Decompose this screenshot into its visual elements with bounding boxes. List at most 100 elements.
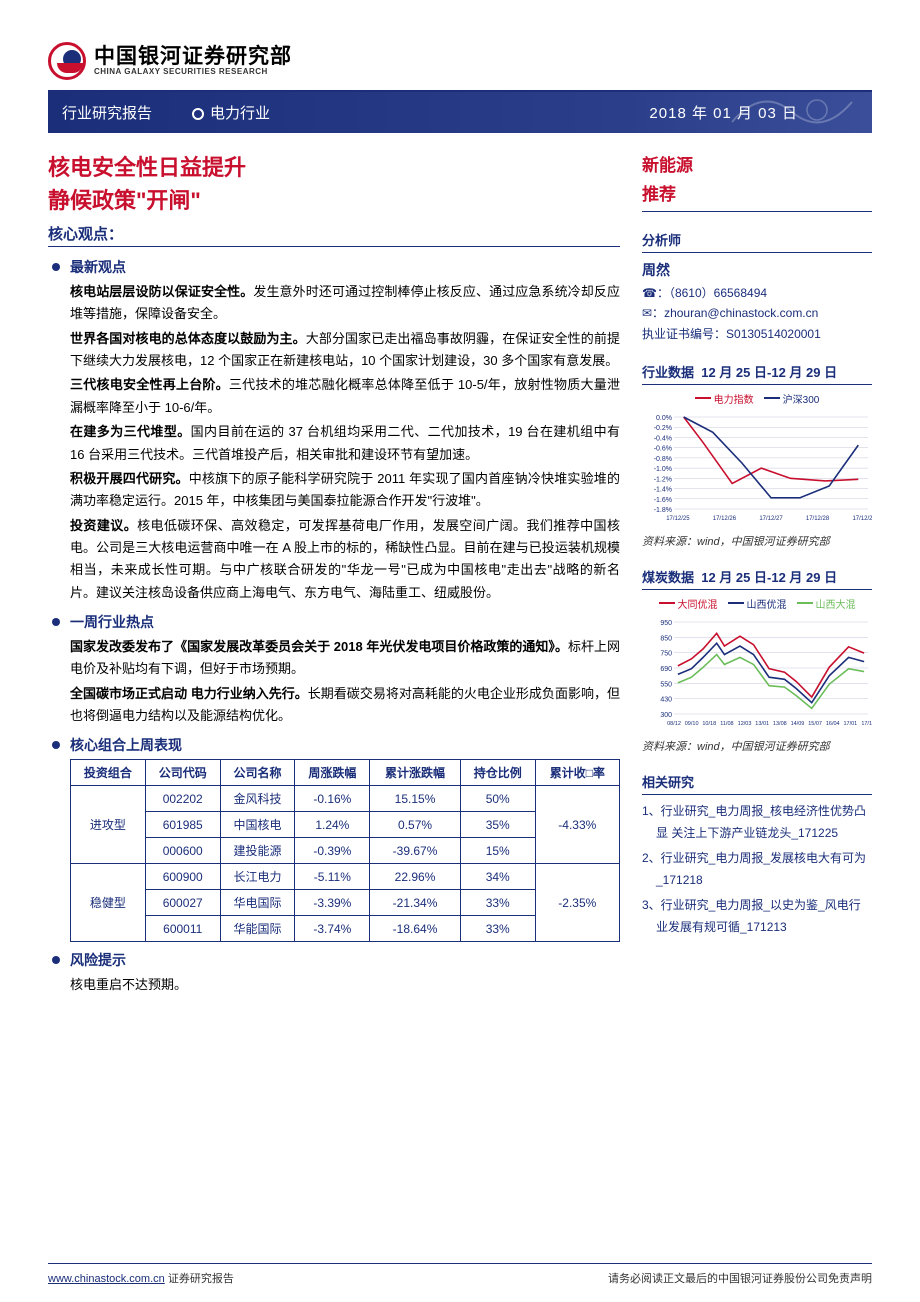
- section-risk: 风险提示 核电重启不达预期。: [48, 950, 620, 996]
- table-cell: 15%: [460, 838, 535, 864]
- table-header: 累计收□率: [535, 760, 619, 786]
- table-cell: 华电国际: [220, 890, 295, 916]
- svg-text:13/08: 13/08: [773, 721, 787, 727]
- table-row: 稳健型600900长江电力-5.11%22.96%34%-2.35%: [71, 864, 620, 890]
- divider: [642, 211, 872, 212]
- analyst-label: 分析师: [642, 230, 872, 252]
- svg-text:550: 550: [660, 681, 672, 688]
- svg-text:17/12/27: 17/12/27: [759, 516, 783, 522]
- dot-icon: [192, 108, 204, 120]
- paragraph: 在建多为三代堆型。国内目前在运的 37 台机组均采用二代、二代加技术，19 台在…: [70, 421, 620, 466]
- research-item: 3、行业研究_电力周报_以史为鉴_风电行业发展有规可循_171213: [642, 895, 872, 938]
- group-cell: 稳健型: [71, 864, 146, 942]
- industry-chart: 0.0%-0.2%-0.4%-0.6%-0.8%-1.0%-1.2%-1.4%-…: [642, 408, 872, 528]
- table-cell: -0.16%: [295, 786, 370, 812]
- table-cell: 22.96%: [370, 864, 461, 890]
- swirl-icon: [722, 92, 862, 133]
- table-cell: 600027: [145, 890, 220, 916]
- svg-text:-0.6%: -0.6%: [654, 446, 672, 453]
- svg-text:-1.4%: -1.4%: [654, 487, 672, 494]
- paragraph: 国家发改委发布了《国家发展改革委员会关于 2018 年光伏发电项目价格政策的通知…: [70, 636, 620, 681]
- table-cell: 长江电力: [220, 864, 295, 890]
- table-cell: -3.39%: [295, 890, 370, 916]
- sidebar-category: 新能源: [642, 151, 872, 176]
- chart-legend: 大同优混山西优混山西大混: [642, 596, 872, 611]
- section-head: 风险提示: [70, 950, 620, 970]
- svg-text:300: 300: [660, 712, 672, 719]
- analyst-info: 周然 ☎：（8610）66568494 ✉：zhouran@chinastock…: [642, 259, 872, 344]
- table-cell: -3.74%: [295, 916, 370, 942]
- svg-text:850: 850: [660, 635, 672, 642]
- title-line-1: 核电安全性日益提升: [48, 151, 620, 184]
- section-portfolio: 核心组合上周表现 投资组合公司代码公司名称周涨跌幅累计涨跌幅持仓比例累计收□率 …: [48, 735, 620, 942]
- section-weekly: 一周行业热点 国家发改委发布了《国家发展改革委员会关于 2018 年光伏发电项目…: [48, 612, 620, 727]
- table-cell: 34%: [460, 864, 535, 890]
- paragraph: 世界各国对核电的总体态度以鼓励为主。大部分国家已走出福岛事故阴霾，在保证安全性的…: [70, 328, 620, 373]
- svg-text:-0.2%: -0.2%: [654, 425, 672, 432]
- paragraph: 三代核电安全性再上台阶。三代技术的堆芯融化概率总体降至低于 10-5/年，放射性…: [70, 374, 620, 419]
- industry-data-label: 行业数据 12 月 25 日-12 月 29 日: [642, 362, 872, 384]
- svg-text:690: 690: [660, 666, 672, 673]
- svg-text:950: 950: [660, 620, 672, 627]
- svg-text:430: 430: [660, 697, 672, 704]
- svg-text:11/08: 11/08: [720, 721, 733, 727]
- paragraph: 投资建议。核电低碳环保、高效稳定，可发挥基荷电厂作用，发展空间广阔。我们推荐中国…: [70, 515, 620, 604]
- svg-text:12/03: 12/03: [738, 721, 752, 727]
- svg-text:-0.8%: -0.8%: [654, 456, 672, 463]
- banner-report-type: 行业研究报告: [62, 102, 152, 123]
- paragraph: 积极开展四代研究。中核旗下的原子能科学研究院于 2011 年实现了国内首座钠冷快…: [70, 468, 620, 513]
- table-cell: 002202: [145, 786, 220, 812]
- section-head: 最新观点: [70, 257, 620, 277]
- logo-mark-icon: [48, 42, 86, 80]
- table-cell: 0.57%: [370, 812, 461, 838]
- svg-text:10/18: 10/18: [702, 721, 716, 727]
- table-header: 公司代码: [145, 760, 220, 786]
- core-viewpoint-label: 核心观点：: [48, 223, 620, 247]
- table-cell: 601985: [145, 812, 220, 838]
- table-cell: -0.39%: [295, 838, 370, 864]
- svg-text:17/12/25: 17/12/25: [666, 516, 690, 522]
- svg-text:17/01: 17/01: [843, 721, 857, 727]
- table-cell: 600900: [145, 864, 220, 890]
- chart-source: 资料来源：wind，中国银河证券研究部: [642, 738, 872, 754]
- table-cell: -18.64%: [370, 916, 461, 942]
- cum-return-cell: -2.35%: [535, 864, 619, 942]
- research-label: 相关研究: [642, 772, 872, 794]
- table-cell: 1.24%: [295, 812, 370, 838]
- sidebar: 新能源 推荐 分析师 周然 ☎：（8610）66568494 ✉：zhouran…: [642, 151, 872, 1005]
- svg-text:14/09: 14/09: [791, 721, 805, 727]
- svg-text:-0.4%: -0.4%: [654, 435, 672, 442]
- table-cell: 33%: [460, 916, 535, 942]
- svg-text:08/12: 08/12: [667, 721, 681, 727]
- divider: [642, 794, 872, 795]
- svg-text:09/10: 09/10: [685, 721, 699, 727]
- footer-disclaimer: 请务必阅读正文最后的中国银河证券股份公司免责声明: [608, 1270, 872, 1286]
- table-row: 进攻型002202金风科技-0.16%15.15%50%-4.33%: [71, 786, 620, 812]
- mail-icon: ✉：: [642, 306, 664, 320]
- table-header: 周涨跌幅: [295, 760, 370, 786]
- group-cell: 进攻型: [71, 786, 146, 864]
- footer-url[interactable]: www.chinastock.com.cn: [48, 1273, 165, 1285]
- cum-return-cell: -4.33%: [535, 786, 619, 864]
- svg-text:-1.6%: -1.6%: [654, 497, 672, 504]
- table-cell: 15.15%: [370, 786, 461, 812]
- table-header: 累计涨跌幅: [370, 760, 461, 786]
- portfolio-table: 投资组合公司代码公司名称周涨跌幅累计涨跌幅持仓比例累计收□率 进攻型002202…: [70, 759, 620, 942]
- table-cell: 600011: [145, 916, 220, 942]
- analyst-phone: （8610）66568494: [669, 286, 767, 300]
- table-cell: -5.11%: [295, 864, 370, 890]
- table-cell: 33%: [460, 890, 535, 916]
- svg-text:17/12/28: 17/12/28: [806, 516, 830, 522]
- paragraph: 核电站层层设防以保证安全性。发生意外时还可通过控制棒停止核反应、通过应急系统冷却…: [70, 281, 620, 326]
- svg-text:15/07: 15/07: [808, 721, 822, 727]
- risk-text: 核电重启不达预期。: [70, 974, 620, 996]
- title-line-2: 静候政策"开闸": [48, 184, 620, 217]
- divider: [642, 384, 872, 385]
- analyst-email: zhouran@chinastock.com.cn: [664, 306, 818, 320]
- analyst-license: S0130514020001: [726, 327, 821, 341]
- table-header: 持仓比例: [460, 760, 535, 786]
- logo-text-cn: 中国银河证券研究部: [94, 45, 292, 68]
- section-head: 一周行业热点: [70, 612, 620, 632]
- coal-data-label: 煤炭数据 12 月 25 日-12 月 29 日: [642, 567, 872, 589]
- table-cell: -21.34%: [370, 890, 461, 916]
